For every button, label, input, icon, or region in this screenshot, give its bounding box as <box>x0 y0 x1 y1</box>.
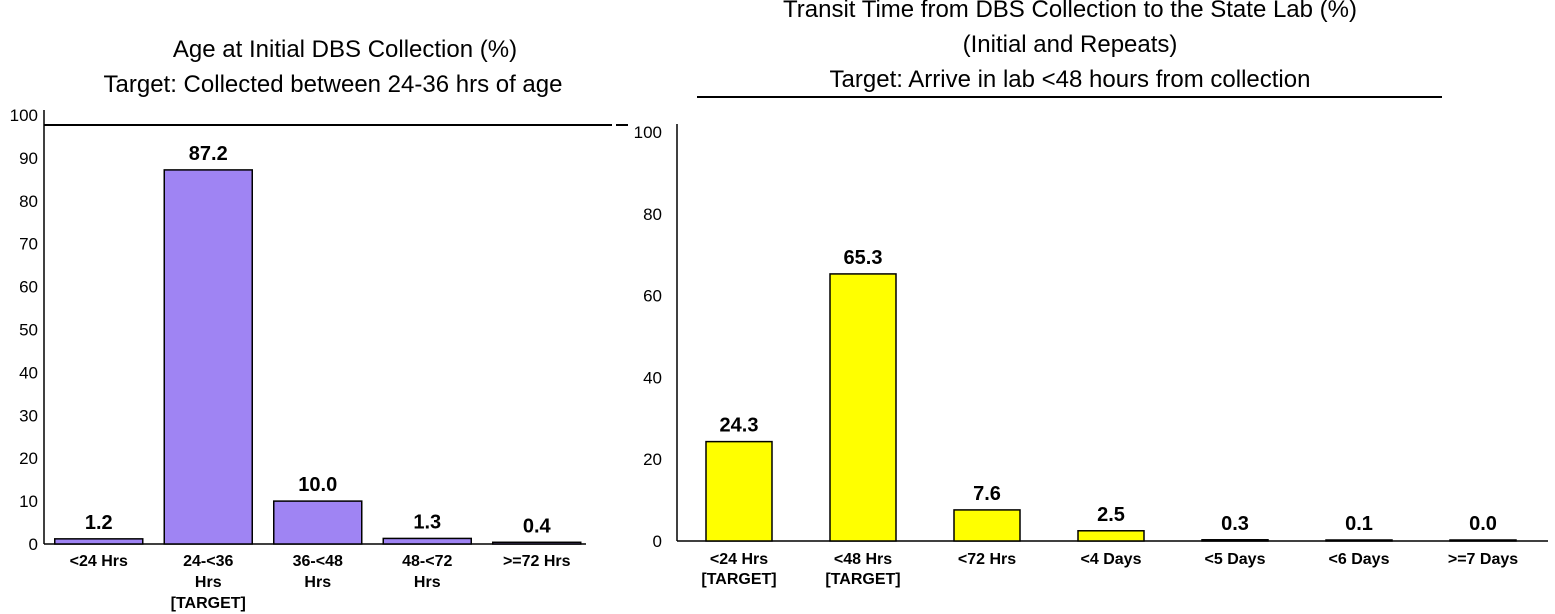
category-label: <5 Days <box>1205 551 1266 568</box>
bar-value-label: 1.3 <box>413 511 441 533</box>
bar-value-label: 7.6 <box>973 483 1001 505</box>
bar-value-label: 87.2 <box>189 143 228 165</box>
bar-value-label: 10.0 <box>298 474 337 496</box>
age-chart-title: Age at Initial DBS Collection (%) <box>173 36 517 63</box>
y-tick-label: 70 <box>19 235 38 254</box>
y-tick-label: 60 <box>19 278 38 297</box>
category-label: <24 Hrs <box>710 551 768 568</box>
y-tick-label: 80 <box>19 192 38 211</box>
age-chart-value-labels: 1.2 87.2 10.0 1.3 0.4 <box>85 143 552 537</box>
y-tick-label: 10 <box>19 492 38 511</box>
bar <box>273 500 363 545</box>
bar-value-label: 24.3 <box>720 415 759 437</box>
y-tick-label: 0 <box>29 535 38 554</box>
bar <box>953 509 1021 542</box>
bar <box>163 169 253 545</box>
age-chart-y-ticks: 0 10 20 30 40 50 60 70 80 90 100 <box>10 106 38 554</box>
y-tick-label: 40 <box>19 363 38 382</box>
category-label: >=72 Hrs <box>503 553 571 570</box>
category-label: <4 Days <box>1081 551 1142 568</box>
y-tick-label: 60 <box>643 287 662 306</box>
y-tick-label: 80 <box>643 205 662 224</box>
y-tick-label: 0 <box>653 532 662 551</box>
bar <box>382 537 472 545</box>
transit-chart-category-labels: <24 Hrs [TARGET] <48 Hrs [TARGET] <72 Hrs <4 … <box>701 551 1518 588</box>
bar <box>1077 530 1145 542</box>
transit-chart-y-ticks: 0 20 40 60 80 100 <box>634 123 662 551</box>
bar <box>54 538 144 545</box>
age-collection-chart: Age at Initial DBS Collection (%) Target… <box>10 36 628 612</box>
bar-value-label: 1.2 <box>85 512 113 534</box>
category-label: [TARGET] <box>171 595 246 612</box>
category-label: Hrs <box>304 574 331 591</box>
bar <box>1449 539 1517 542</box>
y-tick-label: 40 <box>643 368 662 387</box>
category-label: >=7 Days <box>1448 551 1518 568</box>
bar-value-label: 65.3 <box>844 247 883 269</box>
category-label: Hrs <box>195 574 222 591</box>
age-chart-subtitle: Target: Collected between 24-36 hrs of a… <box>104 71 563 98</box>
y-tick-label: 20 <box>19 449 38 468</box>
transit-chart-bars <box>705 273 1517 542</box>
category-label: <48 Hrs <box>834 551 892 568</box>
category-label: 36-<48 <box>293 553 343 570</box>
y-tick-label: 100 <box>10 106 38 125</box>
y-tick-label: 50 <box>19 321 38 340</box>
category-label: Hrs <box>414 574 441 591</box>
category-label: 48-<72 <box>402 553 452 570</box>
bar <box>492 541 582 545</box>
transit-time-chart: Transit Time from DBS Collection to the … <box>634 0 1548 588</box>
category-label: 24-<36 <box>183 553 233 570</box>
age-chart-category-labels: <24 Hrs 24-<36 Hrs [TARGET] 36-<48 Hrs 48-<72 H… <box>70 553 571 612</box>
age-chart-bars <box>54 169 582 545</box>
bar-value-label: 0.4 <box>523 515 552 537</box>
category-label: <72 Hrs <box>958 551 1016 568</box>
transit-chart-target: Target: Arrive in lab <48 hours from col… <box>830 66 1311 93</box>
y-tick-label: 90 <box>19 149 38 168</box>
y-tick-label: 100 <box>634 123 662 142</box>
bar <box>705 440 773 542</box>
bar-value-label: 2.5 <box>1097 504 1125 526</box>
transit-chart-value-labels: 24.3 65.3 7.6 2.5 0.3 0.1 0.0 <box>720 247 1497 535</box>
bar-value-label: 0.1 <box>1345 513 1373 535</box>
y-tick-label: 20 <box>643 450 662 469</box>
y-tick-label: 30 <box>19 406 38 425</box>
category-label: [TARGET] <box>701 571 776 588</box>
bar-value-label: 0.0 <box>1469 513 1497 535</box>
transit-chart-title: Transit Time from DBS Collection to the … <box>783 0 1357 23</box>
transit-chart-subtitle: (Initial and Repeats) <box>963 31 1178 58</box>
category-label: [TARGET] <box>825 571 900 588</box>
bar-value-label: 0.3 <box>1221 513 1249 535</box>
bar <box>1325 539 1393 542</box>
category-label: <24 Hrs <box>70 553 128 570</box>
bar <box>1201 539 1269 542</box>
bar <box>829 273 897 542</box>
category-label: <6 Days <box>1329 551 1390 568</box>
